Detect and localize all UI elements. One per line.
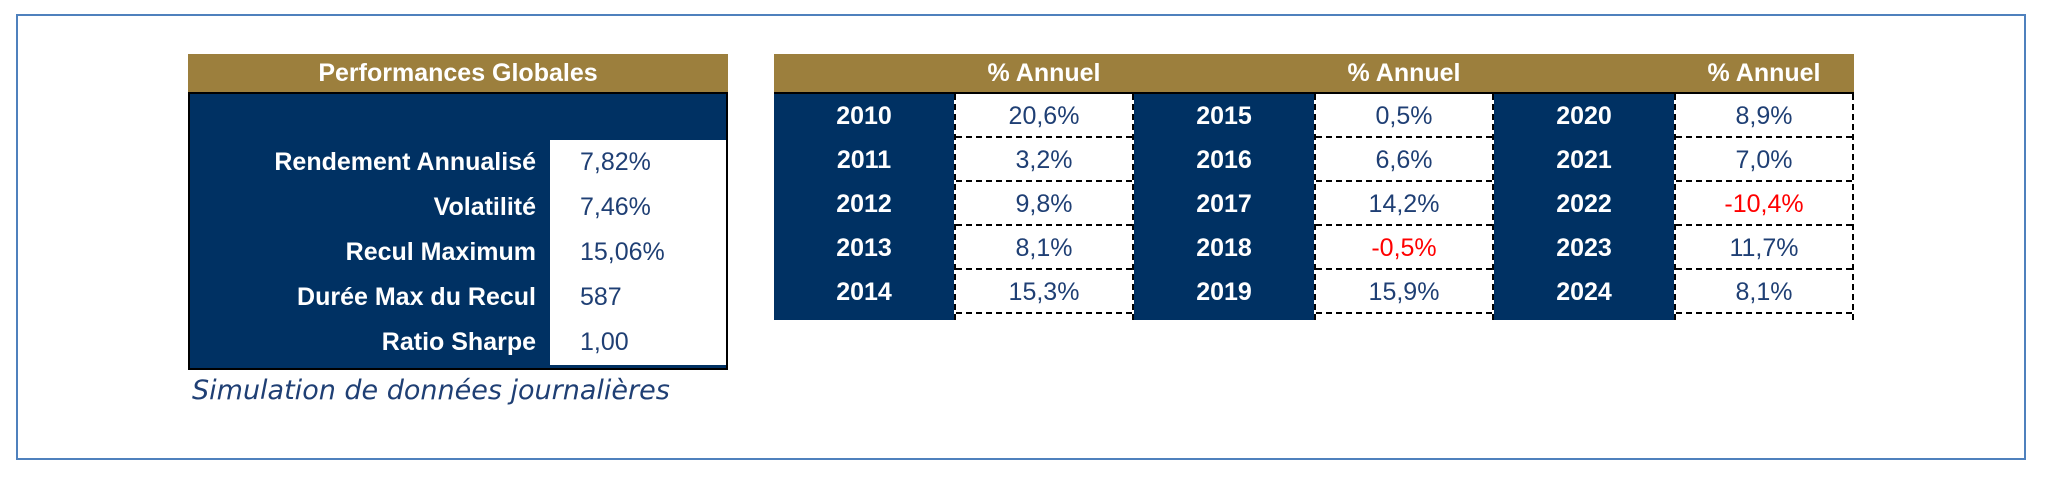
annual-column-header: % Annuel (1347, 59, 1461, 87)
annual-return-cell: 11,7% (1676, 226, 1852, 270)
performance-summary-body: Rendement Annualisé 7,82% Volatilité 7,4… (188, 94, 728, 370)
year-cell: 2021 (1556, 146, 1612, 174)
annual-return-column: 0,5% 6,6% 14,2% -0,5% 15,9% (1314, 94, 1494, 320)
annual-return-cell: -0,5% (1316, 226, 1492, 270)
annual-return-cell: 20,6% (956, 94, 1132, 138)
year-cell: 2023 (1556, 234, 1612, 262)
annual-return-cell: 7,0% (1676, 138, 1852, 182)
year-cell: 2017 (1196, 190, 1252, 218)
summary-row-max-drawdown: Recul Maximum 15,06% (190, 230, 726, 275)
annual-return-cell: 8,1% (1676, 270, 1852, 314)
annual-return-cell: 6,6% (1316, 138, 1492, 182)
summary-row-volatility: Volatilité 7,46% (190, 185, 726, 230)
summary-label: Volatilité (433, 193, 536, 221)
summary-value: 15,06% (550, 230, 726, 275)
annual-return-cell: 9,8% (956, 182, 1132, 226)
year-cell: 2020 (1556, 102, 1612, 130)
annual-return-cell: -10,4% (1676, 182, 1852, 226)
year-cell: 2012 (836, 190, 892, 218)
annual-column-header: % Annuel (987, 59, 1101, 87)
annual-return-cell: 15,3% (956, 270, 1132, 314)
annual-return-cell: 8,9% (1676, 94, 1852, 138)
summary-label: Recul Maximum (345, 238, 536, 266)
summary-label: Durée Max du Recul (297, 283, 536, 311)
year-cell: 2018 (1196, 234, 1252, 262)
annual-column-header: % Annuel (1707, 59, 1821, 87)
year-column: 2020 2021 2022 2023 2024 (1494, 94, 1674, 320)
performance-summary-title: Performances Globales (188, 54, 728, 94)
summary-row-sharpe-ratio: Ratio Sharpe 1,00 (190, 320, 726, 365)
year-cell: 2024 (1556, 278, 1612, 306)
year-column: 2015 2016 2017 2018 2019 (1134, 94, 1314, 320)
summary-label: Ratio Sharpe (381, 328, 536, 356)
annual-return-column: 20,6% 3,2% 9,8% 8,1% 15,3% (954, 94, 1134, 320)
summary-value: 587 (550, 275, 726, 320)
annual-header-row: % Annuel % Annuel % Annuel (774, 54, 1854, 94)
simulation-caption: Simulation de données journalières (192, 375, 670, 406)
summary-value: 7,82% (550, 140, 726, 185)
year-column: 2010 2011 2012 2013 2014 (774, 94, 954, 320)
year-cell: 2022 (1556, 190, 1612, 218)
year-cell: 2011 (836, 146, 892, 174)
annual-return-cell: 0,5% (1316, 94, 1492, 138)
year-cell: 2010 (836, 102, 892, 130)
summary-row-max-drawdown-duration: Durée Max du Recul 587 (190, 275, 726, 320)
annual-return-cell: 14,2% (1316, 182, 1492, 226)
year-cell: 2013 (836, 234, 892, 262)
summary-value: 1,00 (550, 320, 726, 365)
year-cell: 2019 (1196, 278, 1252, 306)
performance-summary-table: Performances Globales Rendement Annualis… (188, 54, 728, 370)
summary-row-annualized-return: Rendement Annualisé 7,82% (190, 140, 726, 185)
annual-returns-table: % Annuel % Annuel % Annuel 2010 2011 201… (774, 54, 1854, 320)
year-cell: 2015 (1196, 102, 1252, 130)
summary-label: Rendement Annualisé (274, 148, 536, 176)
summary-value: 7,46% (550, 185, 726, 230)
annual-return-cell: 8,1% (956, 226, 1132, 270)
year-cell: 2014 (836, 278, 892, 306)
year-cell: 2016 (1196, 146, 1252, 174)
annual-return-cell: 3,2% (956, 138, 1132, 182)
annual-return-column: 8,9% 7,0% -10,4% 11,7% 8,1% (1674, 94, 1854, 320)
annual-return-cell: 15,9% (1316, 270, 1492, 314)
